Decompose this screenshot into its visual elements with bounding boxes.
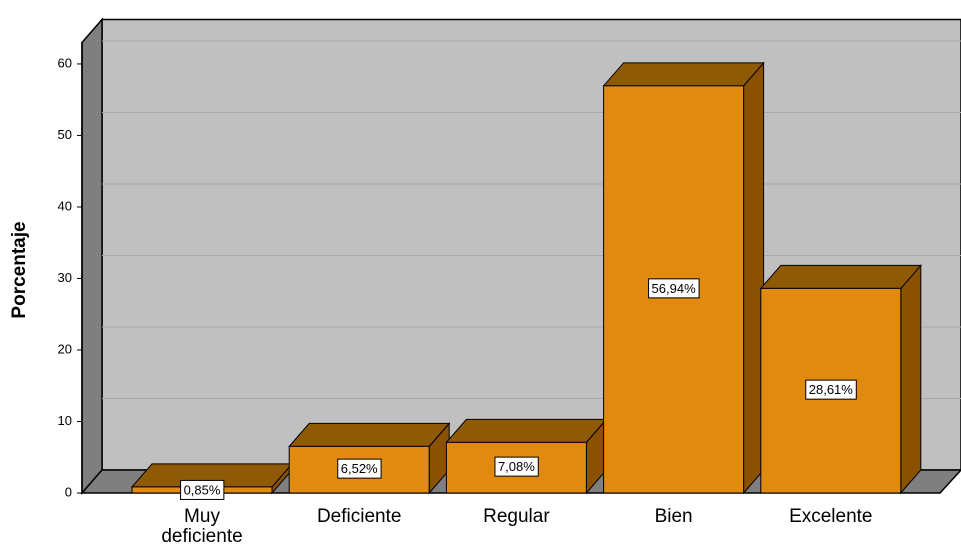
bar-top [445, 418, 608, 443]
x-tick-label: Excelente [789, 506, 873, 527]
y-tick-label: 60 [58, 55, 72, 70]
value-label: 0,85% [184, 482, 221, 497]
x-tick-label: Bien [654, 506, 693, 527]
value-label: 56,94% [652, 281, 697, 296]
value-label-box [494, 456, 539, 477]
y-tick-label: 10 [58, 413, 72, 428]
y-tick-label: 40 [58, 198, 72, 213]
side-wall [81, 17, 103, 496]
y-tick-label: 50 [58, 127, 72, 142]
value-label: 7,08% [498, 459, 535, 474]
x-tick-label: Regular [483, 506, 550, 527]
y-tick-label: 30 [58, 270, 72, 285]
value-label-box [805, 379, 857, 400]
bar-top [288, 422, 451, 447]
bar-top [602, 62, 765, 87]
value-label-box [180, 479, 225, 500]
value-label-box [648, 278, 700, 299]
value-label-box [337, 458, 382, 479]
value-label: 28,61% [809, 382, 854, 397]
bar-top [759, 264, 922, 289]
x-tick-label: Muy deficiente [161, 506, 243, 547]
value-label: 6,52% [341, 461, 378, 476]
x-tick-label: Deficiente [316, 506, 402, 527]
y-tick-label: 20 [58, 341, 72, 356]
y-axis-label: Porcentaje [9, 221, 30, 318]
y-tick-label: 0 [65, 484, 72, 499]
bar-side [900, 264, 922, 495]
